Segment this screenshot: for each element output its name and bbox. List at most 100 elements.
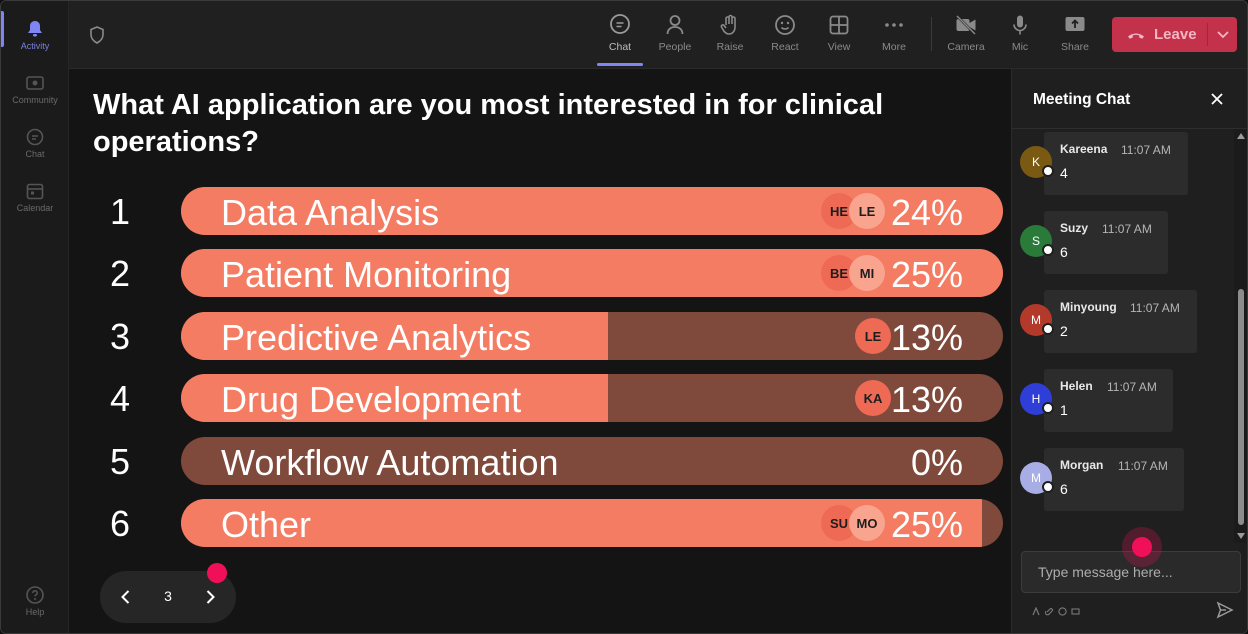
scroll-up-arrow[interactable] <box>1237 133 1245 139</box>
scroll-thumb[interactable] <box>1238 289 1244 525</box>
option-percentage: 13% <box>890 317 963 358</box>
shield-icon[interactable] <box>87 25 107 45</box>
mic-button[interactable]: Mic <box>995 11 1045 61</box>
poll-option[interactable]: 2 Patient Monitoring BE MI 25% <box>69 249 1011 297</box>
message-text: 1 <box>1060 402 1068 418</box>
message-bubble: Suzy 11:07 AM 6 <box>1044 211 1168 274</box>
close-icon[interactable] <box>1209 91 1225 107</box>
grid-view-icon <box>829 15 849 35</box>
option-bar-fill <box>181 374 608 422</box>
poll-option[interactable]: 1 Data Analysis HE LE 24% <box>69 187 1011 235</box>
attach-icon[interactable] <box>1044 603 1054 616</box>
chat-button[interactable]: Chat <box>595 11 645 61</box>
leave-label: Leave <box>1154 26 1197 43</box>
app-rail: Activity Community Chat Calendar Help <box>1 1 69 633</box>
option-percentage: 25% <box>890 504 963 545</box>
chat-active-indicator <box>597 63 643 66</box>
chat-icon <box>26 128 44 146</box>
voter-avatar: LE <box>855 318 891 354</box>
option-percentage: 13% <box>890 379 963 420</box>
message-text: 6 <box>1060 244 1068 260</box>
option-label: Other <box>221 504 312 545</box>
rail-item-activity[interactable]: Activity <box>1 11 69 61</box>
message-input[interactable] <box>1022 552 1240 592</box>
chevron-down-icon[interactable] <box>1214 25 1232 43</box>
option-bar: Data Analysis HE LE 24% <box>181 187 1003 235</box>
rail-item-chat[interactable]: Chat <box>1 119 69 169</box>
option-number: 2 <box>109 253 131 294</box>
option-percentage: 25% <box>890 254 963 295</box>
option-label: Patient Monitoring <box>221 254 512 295</box>
meeting-toolbar: Chat People Raise React View More Camera <box>69 1 1247 69</box>
rail-item-calendar[interactable]: Calendar <box>1 173 69 223</box>
option-number: 1 <box>109 191 131 232</box>
camera-button-label: Camera <box>947 41 985 53</box>
presence-status-icon <box>1042 244 1054 256</box>
option-number: 3 <box>109 316 131 357</box>
option-percentage: 0% <box>910 442 963 483</box>
view-button[interactable]: View <box>814 11 864 61</box>
pointer-indicator <box>1122 527 1162 567</box>
presence-status-icon <box>1042 323 1054 335</box>
raise-hand-button[interactable]: Raise <box>705 11 755 61</box>
message-bubble: Morgan 11:07 AM 6 <box>1044 448 1184 511</box>
option-label: Predictive Analytics <box>221 317 532 358</box>
poll-option[interactable]: 6 Other SU MO 25% <box>69 499 1011 547</box>
option-bar: Predictive Analytics LE 13% <box>181 312 1003 360</box>
raise-button-label: Raise <box>716 41 744 53</box>
chat-header: Meeting Chat <box>1012 69 1247 129</box>
chat-scrollbar[interactable] <box>1234 129 1247 543</box>
format-toolbar <box>1032 603 1080 616</box>
emoji-icon[interactable] <box>1058 603 1067 616</box>
camera-button[interactable]: Camera <box>941 11 991 61</box>
page-number: 3 <box>164 588 172 604</box>
message-time: 11:07 AM <box>1102 222 1152 236</box>
hang-up-icon <box>1128 33 1144 39</box>
more-button[interactable]: More <box>869 11 919 61</box>
message-bubble: Minyoung 11:07 AM 2 <box>1044 290 1197 353</box>
rail-item-community[interactable]: Community <box>1 65 69 115</box>
sender-name: Morgan <box>1060 458 1104 472</box>
message-time: 11:07 AM <box>1121 143 1171 157</box>
message-bubble: Kareena 11:07 AM 4 <box>1044 132 1188 195</box>
chat-bubble-icon <box>610 14 630 34</box>
poll-question: What AI application are you most interes… <box>93 89 884 158</box>
people-button[interactable]: People <box>650 11 700 61</box>
message-text: 4 <box>1060 165 1068 181</box>
hand-icon <box>720 14 736 35</box>
option-percentage: 24% <box>890 192 963 233</box>
people-button-label: People <box>658 41 692 53</box>
sender-name: Helen <box>1060 379 1093 393</box>
rail-active-indicator <box>1 11 4 47</box>
option-bar-fill <box>181 312 608 360</box>
chevron-right-icon[interactable] <box>200 587 220 607</box>
poll-option[interactable]: 5 Workflow Automation 0% <box>69 437 1011 485</box>
gif-icon[interactable] <box>1071 603 1080 615</box>
calendar-icon <box>26 183 44 200</box>
option-number: 5 <box>109 441 131 482</box>
react-button[interactable]: React <box>760 11 810 61</box>
message-input-box[interactable] <box>1021 551 1241 593</box>
toolbar-divider <box>931 17 932 51</box>
scroll-down-arrow[interactable] <box>1237 533 1245 539</box>
react-button-label: React <box>771 41 799 53</box>
more-dots-icon <box>885 23 903 27</box>
chevron-left-icon[interactable] <box>116 587 136 607</box>
message-time: 11:07 AM <box>1107 380 1157 394</box>
voter-avatar: MI <box>849 255 885 291</box>
leave-button[interactable]: Leave <box>1112 17 1237 52</box>
voter-avatar: LE <box>849 193 885 229</box>
sender-name: Kareena <box>1060 142 1108 156</box>
poll-option[interactable]: 3 Predictive Analytics LE 13% <box>69 312 1011 360</box>
send-icon[interactable] <box>1216 601 1234 619</box>
share-screen-icon <box>1065 17 1085 31</box>
rail-label: Activity <box>20 41 50 51</box>
message-bubble: Helen 11:07 AM 1 <box>1044 369 1173 432</box>
message-text: 6 <box>1060 481 1068 497</box>
poll-option[interactable]: 4 Drug Development KA 13% <box>69 374 1011 422</box>
share-button[interactable]: Share <box>1050 11 1100 61</box>
rail-item-help[interactable]: Help <box>1 577 69 627</box>
sender-name: Minyoung <box>1060 300 1117 314</box>
more-button-label: More <box>882 41 906 53</box>
format-icon[interactable] <box>1032 603 1041 616</box>
